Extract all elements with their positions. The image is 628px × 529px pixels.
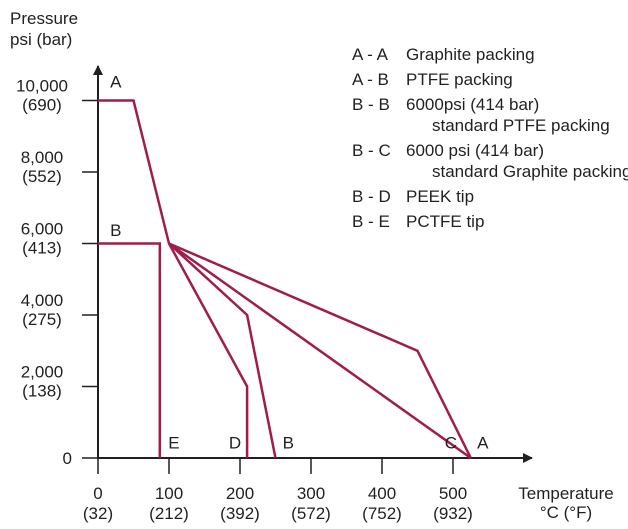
y-tick-sublabel: (138) <box>22 382 62 401</box>
x-tick-sublabel: (212) <box>149 504 189 523</box>
legend-text: PCTFE tip <box>406 212 484 231</box>
series-line-b-e <box>167 242 249 458</box>
point-labels: A B E D B C A <box>110 73 489 453</box>
legend-text: Graphite packing <box>406 45 535 64</box>
legend-key: B - E <box>352 212 390 231</box>
legend-text: 6000 psi (414 bar) <box>406 141 544 160</box>
y-tick-sublabel: (413) <box>22 239 62 258</box>
x-tick-sublabel: (392) <box>220 504 260 523</box>
point-label: B <box>110 221 121 240</box>
legend-key: A - B <box>352 70 389 89</box>
point-label: A <box>110 73 122 92</box>
x-axis-title: Temperature °C (°F) <box>518 484 613 522</box>
y-axis-title-line-2: psi (bar) <box>10 30 72 49</box>
series-line-b-b <box>98 242 162 458</box>
x-axis-ticks: 0(32) 100(212) 200(392) 300(572) 400(752) 500… <box>83 458 473 523</box>
y-tick-label: 2,000 <box>21 363 64 382</box>
legend-key: B - D <box>352 187 391 206</box>
legend-text: 6000psi (414 bar) <box>406 95 539 114</box>
y-tick-sublabel: (552) <box>22 167 62 186</box>
x-tick-label: 400 <box>368 484 396 503</box>
x-tick-label: 500 <box>439 484 467 503</box>
legend-key: A - A <box>352 45 389 64</box>
series-lines <box>98 99 472 460</box>
x-axis-title-line-2: °C (°F) <box>540 503 592 522</box>
legend-text: standard PTFE packing <box>432 116 610 135</box>
x-tick-label: 100 <box>155 484 183 503</box>
y-axis-ticks: 0 2,000(138) 4,000(275) 6,000(413) 8,000(552… <box>16 77 98 468</box>
legend-key: B - B <box>352 95 390 114</box>
x-tick-sublabel: (932) <box>433 504 473 523</box>
point-label: D <box>229 434 241 453</box>
x-tick-sublabel: (752) <box>362 504 402 523</box>
legend-text: PEEK tip <box>406 187 474 206</box>
y-tick-sublabel: (690) <box>22 96 62 115</box>
legend-text: PTFE packing <box>406 70 513 89</box>
point-label: E <box>168 434 179 453</box>
y-tick-label: 0 <box>63 449 72 468</box>
series-line-b-d <box>168 242 277 459</box>
x-tick-sublabel: (32) <box>83 504 113 523</box>
y-axis-title-line-1: Pressure <box>10 9 78 28</box>
y-tick-label: 6,000 <box>21 220 64 239</box>
x-axis-title-line-1: Temperature <box>518 484 613 503</box>
y-axis-title: Pressure psi (bar) <box>10 9 78 49</box>
y-tick-label: 10,000 <box>16 77 68 96</box>
legend-text: standard Graphite packing <box>432 162 628 181</box>
y-tick-sublabel: (275) <box>22 310 62 329</box>
point-label: A <box>477 434 489 453</box>
y-tick-label: 4,000 <box>21 291 64 310</box>
legend-key: B - C <box>352 141 391 160</box>
x-tick-sublabel: (572) <box>291 504 331 523</box>
series-line-a-a <box>98 99 472 460</box>
x-tick-label: 0 <box>93 484 102 503</box>
y-tick-label: 8,000 <box>21 148 64 167</box>
x-tick-label: 200 <box>226 484 254 503</box>
point-label: B <box>283 434 294 453</box>
legend: A - A Graphite packing A - B PTFE packing B … <box>352 45 628 231</box>
x-tick-label: 300 <box>297 484 325 503</box>
point-label: C <box>445 434 457 453</box>
series-line-b-c <box>168 242 472 459</box>
